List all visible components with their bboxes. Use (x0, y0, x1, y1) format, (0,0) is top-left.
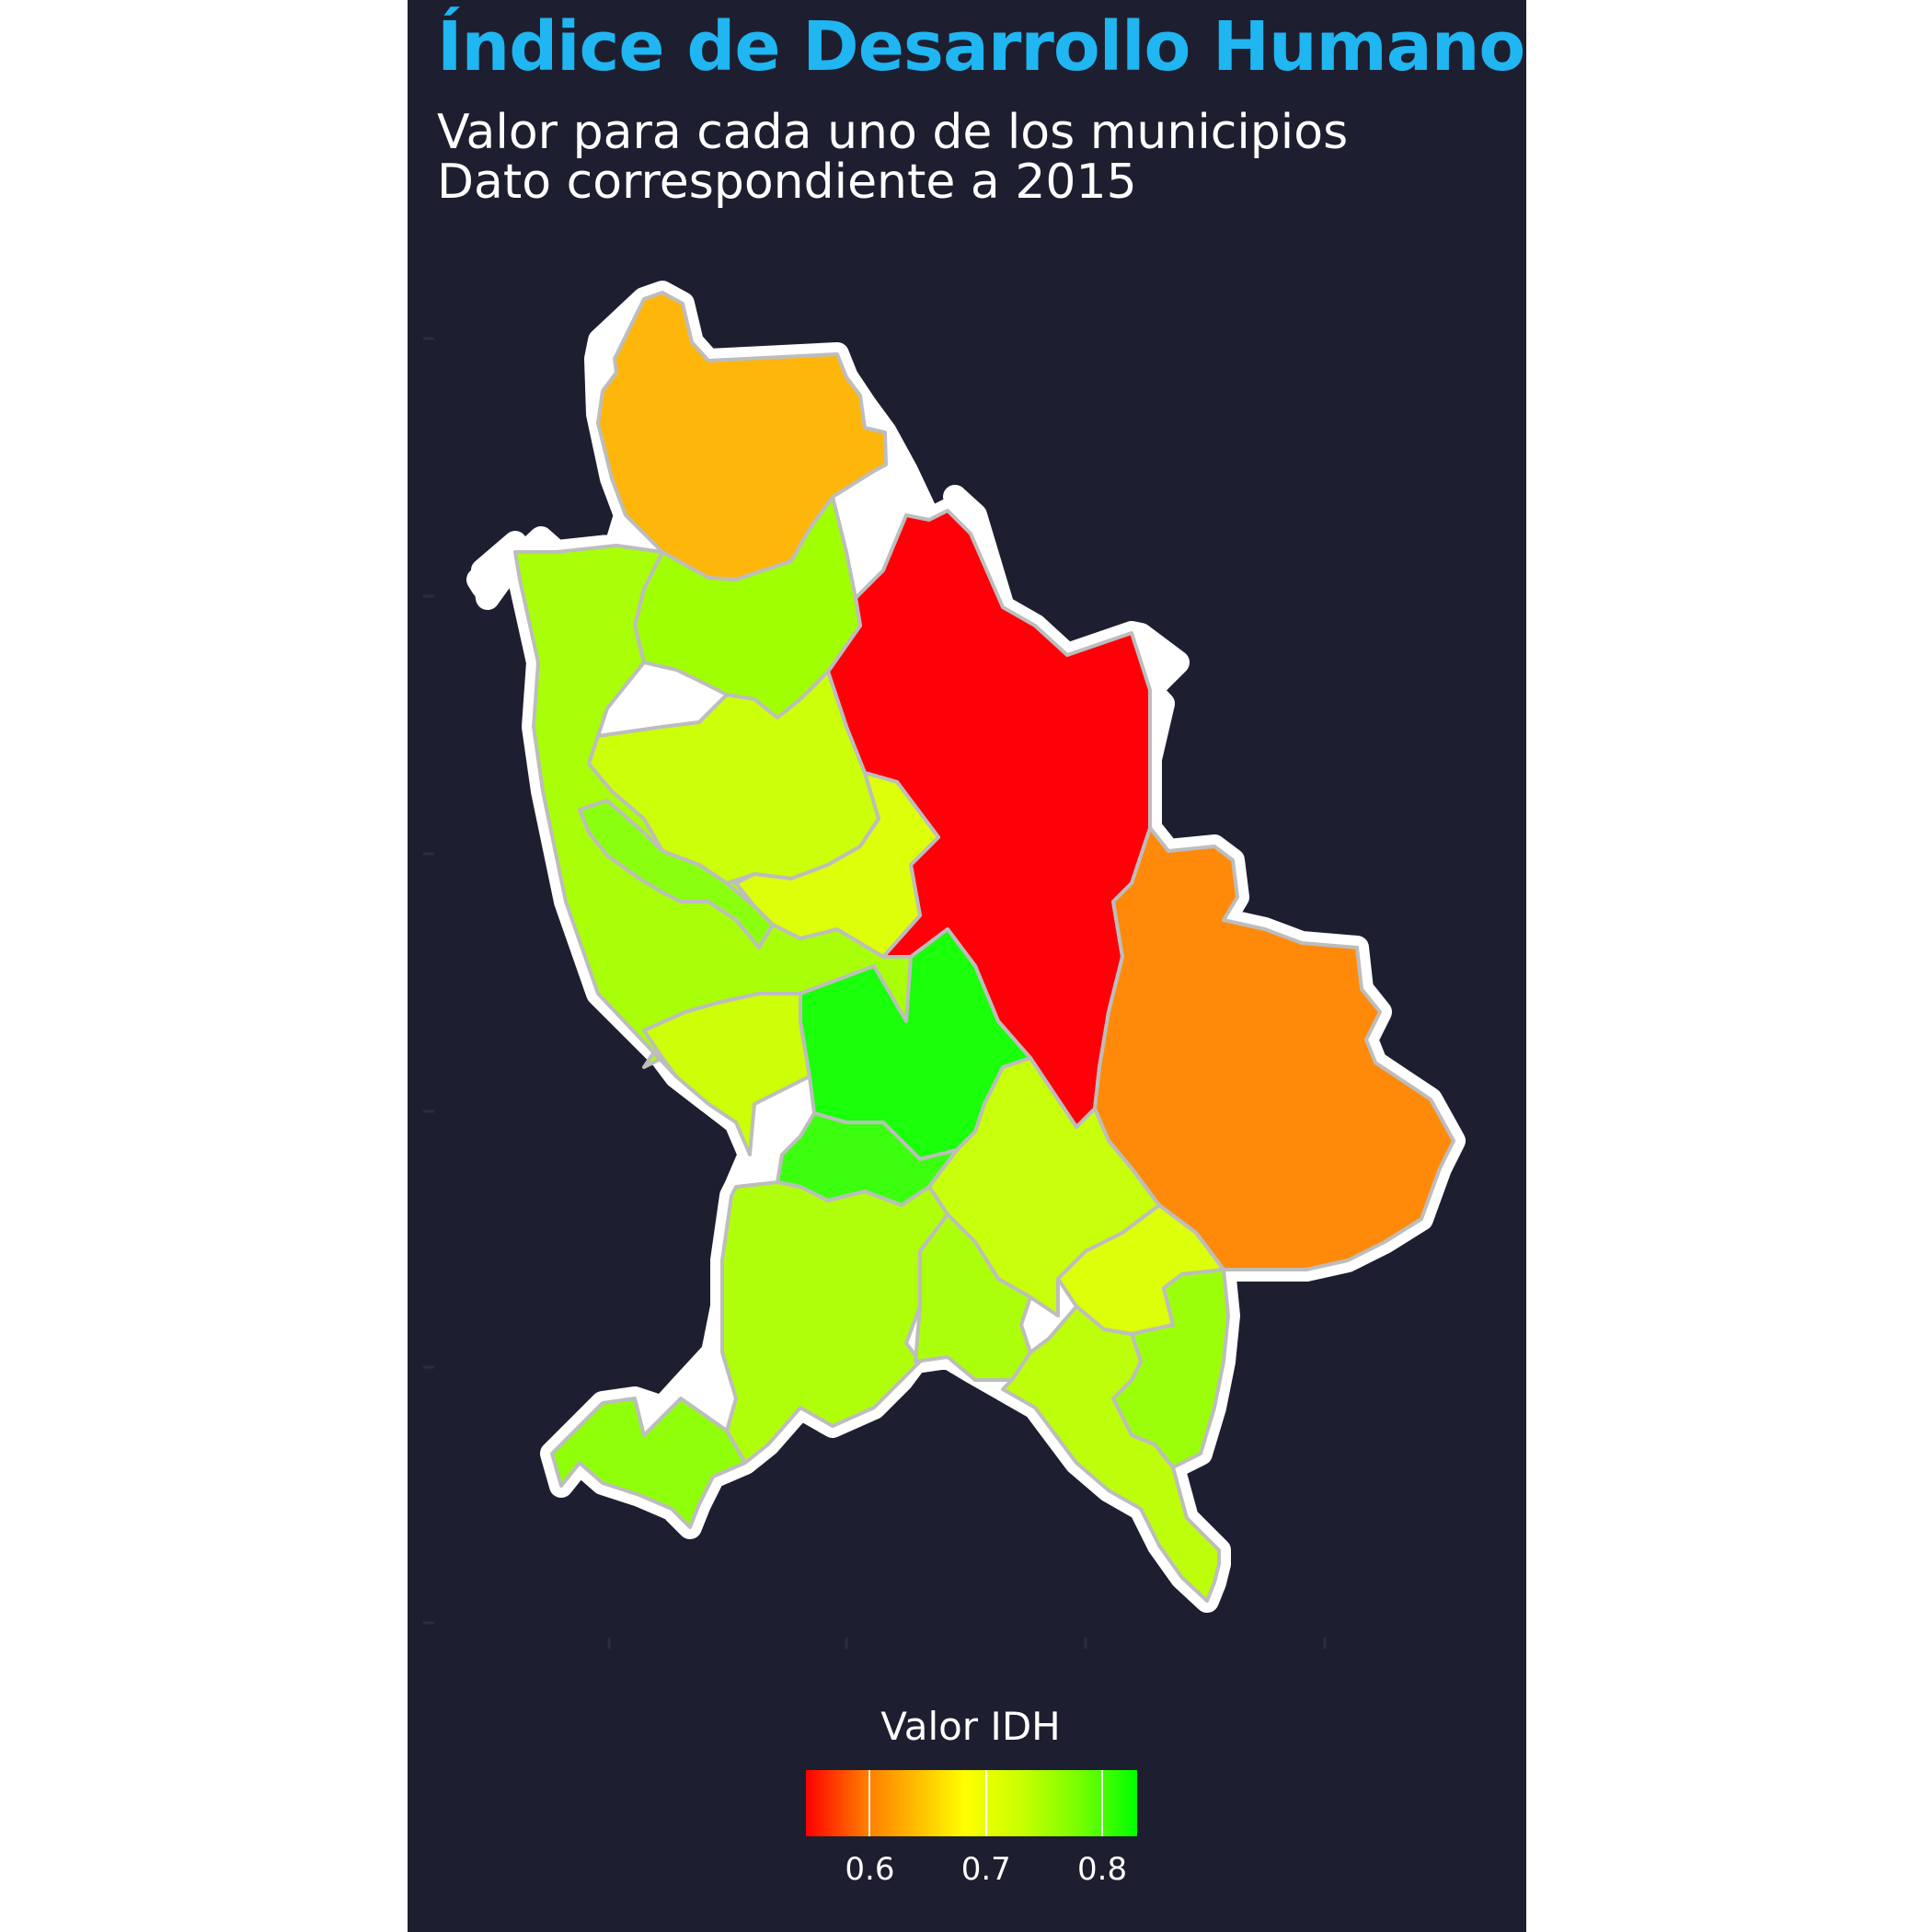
legend-tick (868, 1770, 871, 1836)
legend-tick-label: 0.8 (1077, 1851, 1128, 1888)
municipality-west-coast (513, 544, 913, 1078)
map-subtitle-line2: Dato correspondiente a 2015 (437, 155, 1137, 210)
legend-tick (984, 1770, 987, 1836)
map-axis-ticks (423, 337, 1327, 1649)
municipality-coastal-inner (578, 799, 775, 949)
municipality-south-central-east (927, 1056, 1161, 1317)
legend-color-bar (806, 1770, 1137, 1836)
map-title: Índice de Desarrollo Humano (437, 7, 1525, 86)
map-subtitle-line1: Valor para cada uno de los municipios (437, 105, 1349, 160)
municipality-south-tip (1001, 1305, 1221, 1603)
municipality-far-southwest (550, 1397, 747, 1529)
municipality-southwest (720, 1180, 949, 1465)
municipality-south-west-central (642, 992, 811, 1156)
municipality-east (1093, 826, 1455, 1271)
legend-tick-label: 0.7 (960, 1851, 1011, 1888)
choropleth-map (423, 281, 1466, 1649)
legend-tick-label: 0.6 (845, 1851, 895, 1888)
legend-title: Valor IDH (880, 1704, 1061, 1749)
municipality-regions (513, 291, 1455, 1603)
legend-tick (1101, 1770, 1104, 1836)
